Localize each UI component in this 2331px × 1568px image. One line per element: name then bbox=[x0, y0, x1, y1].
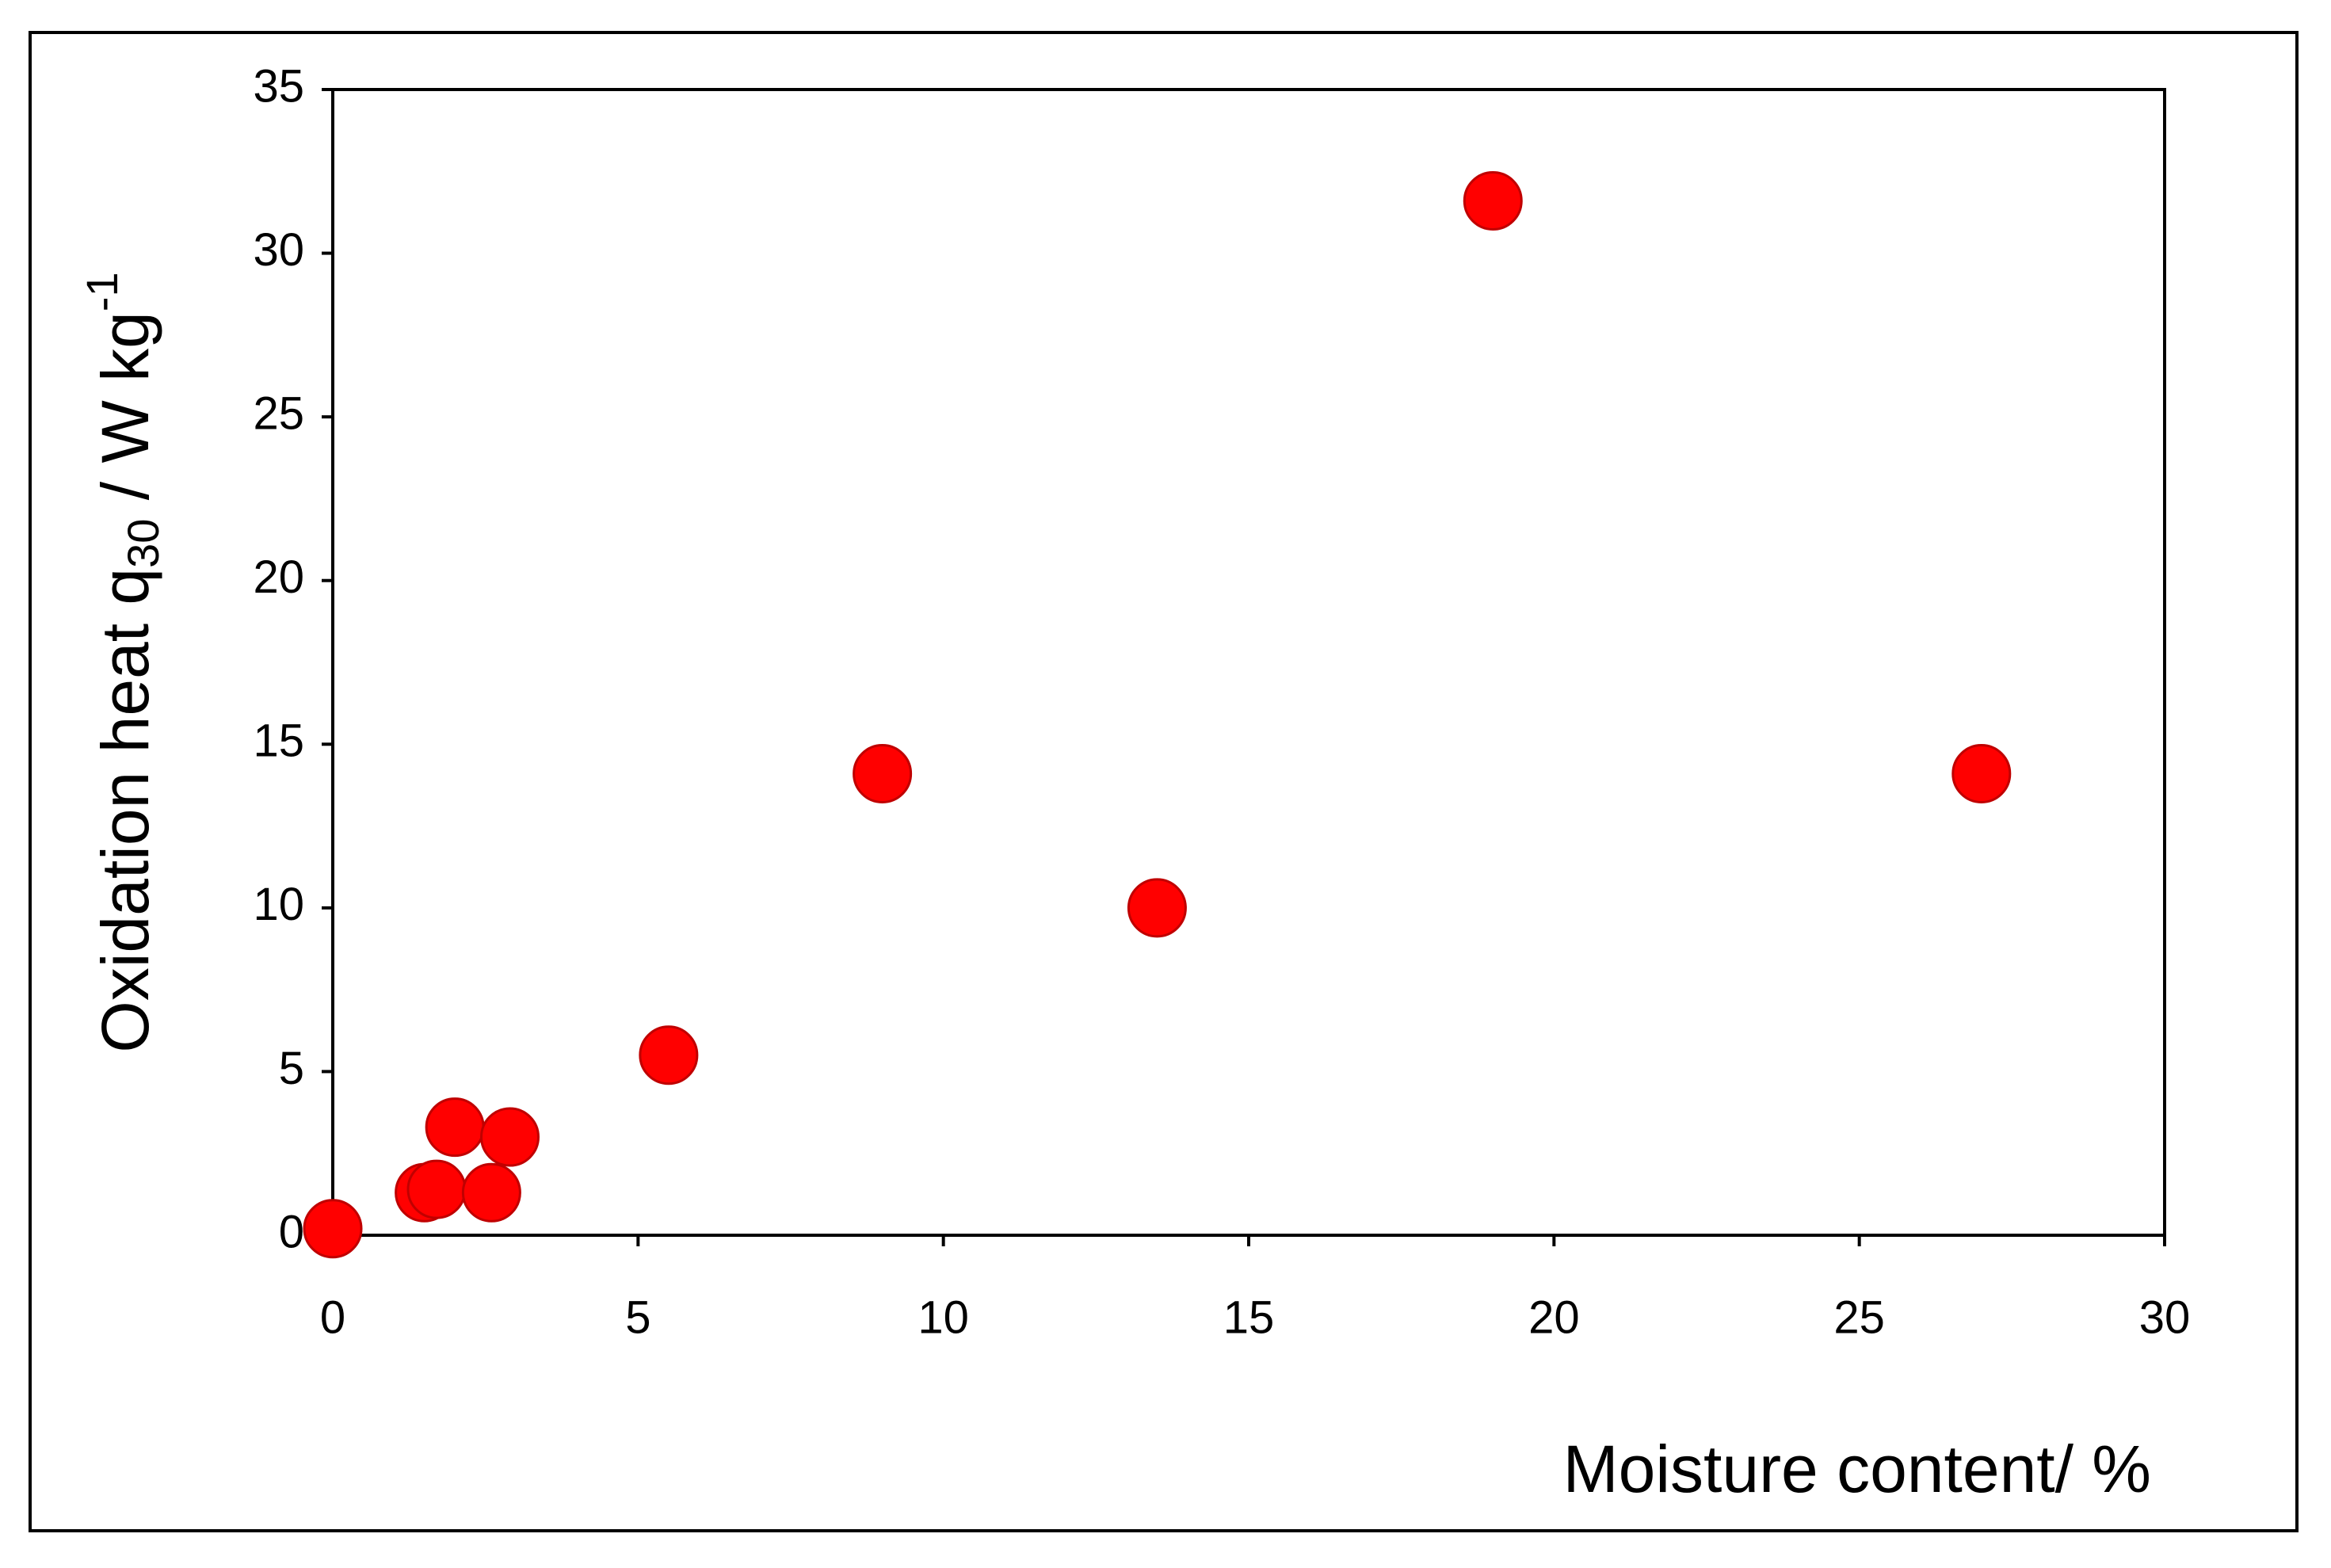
point bbox=[1127, 878, 1187, 938]
point bbox=[639, 1025, 699, 1085]
y-tick-label: 0 bbox=[279, 1206, 304, 1257]
x-tick-label: 15 bbox=[1223, 1291, 1275, 1343]
y-label-subscript: 30 bbox=[118, 519, 168, 568]
point bbox=[406, 1159, 467, 1219]
chart-border bbox=[29, 31, 2299, 1532]
y-tick-label: 30 bbox=[253, 224, 304, 276]
x-tick-label: 0 bbox=[320, 1291, 345, 1343]
y-label-text: Oxidation heat q bbox=[88, 568, 162, 1053]
x-tick-label: 20 bbox=[1528, 1291, 1580, 1343]
y-tick-label: 35 bbox=[253, 60, 304, 112]
y-axis-label: Oxidation heat q30 / W kg-1 bbox=[77, 272, 168, 1052]
point bbox=[303, 1199, 363, 1259]
x-tick-label: 5 bbox=[625, 1291, 650, 1343]
y-tick-label: 25 bbox=[253, 387, 304, 439]
point bbox=[853, 743, 913, 803]
x-axis-label: Moisture content/ % bbox=[1563, 1432, 2151, 1506]
point bbox=[425, 1097, 485, 1158]
x-tick-label: 30 bbox=[2139, 1291, 2191, 1343]
y-label-superscript: -1 bbox=[77, 272, 127, 311]
x-tick-label: 10 bbox=[918, 1291, 969, 1343]
y-label-text2: / W kg bbox=[88, 311, 162, 518]
point bbox=[1463, 170, 1523, 231]
point bbox=[461, 1162, 521, 1223]
x-tick-label: 25 bbox=[1833, 1291, 1885, 1343]
point bbox=[479, 1107, 540, 1167]
y-tick-label: 20 bbox=[253, 551, 304, 603]
point bbox=[1951, 743, 2012, 803]
y-tick-label: 15 bbox=[253, 715, 304, 767]
y-tick-label: 5 bbox=[279, 1043, 304, 1094]
y-tick-label: 10 bbox=[253, 879, 304, 930]
